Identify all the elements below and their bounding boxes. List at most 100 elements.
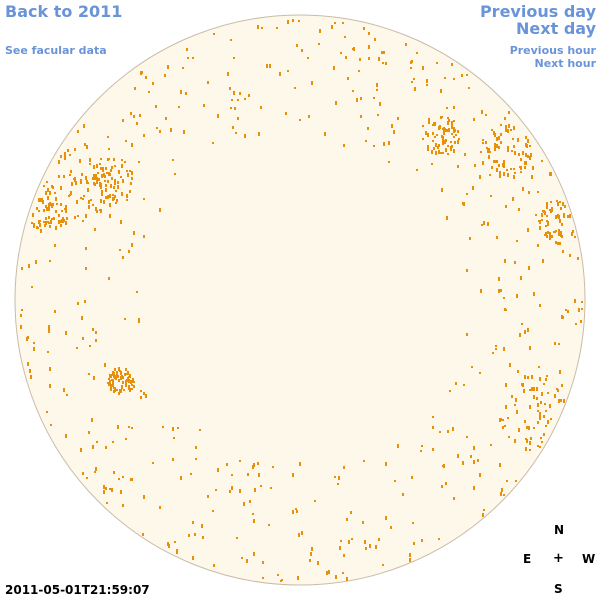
facula-mark [561,223,563,226]
facula-mark [116,371,118,375]
facula-mark [279,72,281,76]
see-facular-data-link[interactable]: See facular data [5,44,107,57]
facula-mark [451,63,453,66]
facula-mark [374,38,376,41]
facula-mark [551,235,553,238]
facula-mark [126,199,128,201]
facula-mark [33,342,35,344]
facula-mark [528,426,530,430]
facula-mark [173,437,175,439]
facula-mark [74,148,76,151]
facula-mark [447,430,449,433]
facula-mark [133,231,135,235]
facula-mark [215,489,217,491]
facula-mark [48,329,50,333]
facula-mark [416,169,418,171]
facula-mark [453,120,455,122]
facula-mark [38,210,40,212]
facula-mark [450,141,452,143]
facula-mark [131,143,133,147]
next-hour-link[interactable]: Next hour [534,57,597,70]
facula-mark [496,236,498,239]
facula-mark [432,132,434,135]
facula-mark [525,153,527,157]
facula-mark [474,164,476,167]
facula-mark [516,240,518,242]
facula-mark [49,367,51,371]
facula-mark [124,318,126,320]
facula-mark [86,145,88,149]
facula-mark [109,194,111,196]
facula-mark [500,141,502,144]
facula-mark [555,215,557,219]
facula-mark [397,117,399,120]
facula-mark [383,142,385,146]
facula-mark [503,160,505,164]
facula-mark [531,387,533,391]
facula-mark [55,226,57,230]
facula-mark [539,416,541,420]
facula-mark [385,516,387,520]
facula-mark [192,521,194,524]
facula-mark [230,39,232,41]
previous-day-link[interactable]: Previous day [479,2,596,21]
facula-mark [510,129,512,131]
facula-mark [443,133,445,135]
facula-mark [516,410,518,414]
facula-mark [410,67,412,69]
facula-mark [466,333,468,336]
facula-mark [119,370,121,372]
facula-mark [117,181,119,184]
facula-mark [55,210,57,213]
previous-hour-link[interactable]: Previous hour [509,44,596,57]
facula-mark [536,397,538,400]
facula-mark [227,72,229,76]
facula-mark [496,160,498,163]
facula-mark [546,215,548,217]
back-to-year-link[interactable]: Back to 2011 [5,2,123,21]
facula-mark [128,379,130,383]
facula-mark [105,196,107,199]
facula-mark [545,232,547,236]
facula-mark [563,215,565,218]
facula-mark [580,320,582,323]
facula-mark [99,209,101,211]
facula-mark [52,187,54,189]
facula-mark [311,547,313,551]
next-day-link[interactable]: Next day [516,19,596,38]
facula-mark [199,429,201,431]
facula-mark [49,260,51,262]
facula-mark [185,92,187,95]
facula-mark [378,57,380,61]
facula-mark [453,149,455,153]
facula-mark [38,220,40,224]
facula-mark [455,134,457,136]
facula-mark [109,214,111,218]
facula-mark [172,458,174,461]
facula-mark [505,405,507,409]
facula-mark [549,232,551,236]
facula-mark [504,117,506,120]
facula-mark [524,420,526,423]
facula-mark [572,230,574,233]
facula-mark [94,471,96,473]
facula-mark [529,441,531,445]
facula-mark [118,170,120,174]
facula-mark [121,385,123,389]
facula-mark [544,403,546,405]
facula-mark [388,161,390,163]
facula-mark [335,101,337,105]
facula-mark [556,388,558,390]
facula-mark [500,133,502,136]
facula-mark [485,114,487,116]
facula-mark [433,147,435,150]
facula-mark [413,78,415,80]
facula-mark [28,264,30,268]
facula-mark [88,200,90,204]
facula-mark [555,230,557,232]
facula-mark [545,225,547,227]
facula-mark [537,191,539,193]
facula-mark [248,94,250,97]
facula-mark [213,33,215,35]
facula-mark [477,459,479,462]
